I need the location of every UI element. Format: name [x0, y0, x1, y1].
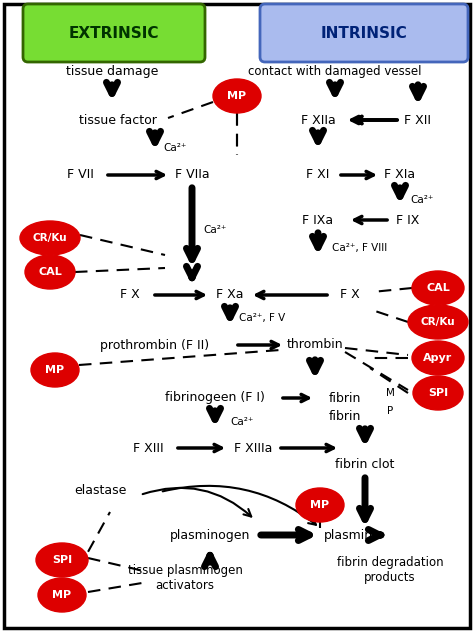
Text: MP: MP — [53, 590, 72, 600]
Text: Ca²⁺: Ca²⁺ — [230, 417, 254, 427]
Text: Apyr: Apyr — [423, 353, 453, 363]
Ellipse shape — [38, 578, 86, 612]
Text: F Xa: F Xa — [216, 288, 244, 301]
Text: MP: MP — [46, 365, 64, 375]
Text: F VII: F VII — [66, 169, 93, 181]
Text: F IXa: F IXa — [302, 214, 334, 226]
Text: CAL: CAL — [426, 283, 450, 293]
Text: tissue plasminogen
activators: tissue plasminogen activators — [128, 564, 242, 592]
Ellipse shape — [296, 488, 344, 522]
Text: INTRINSIC: INTRINSIC — [320, 25, 407, 40]
Ellipse shape — [413, 376, 463, 410]
Text: plasmin: plasmin — [323, 528, 373, 542]
Text: MP: MP — [310, 500, 329, 510]
Text: SPI: SPI — [428, 388, 448, 398]
Text: fibrin: fibrin — [329, 410, 361, 423]
Text: MP: MP — [228, 91, 246, 101]
Text: Ca²⁺: Ca²⁺ — [203, 225, 227, 235]
Text: fibrinogeen (F I): fibrinogeen (F I) — [165, 391, 265, 404]
Text: Ca²⁺, F VIII: Ca²⁺, F VIII — [332, 243, 388, 253]
Ellipse shape — [412, 271, 464, 305]
Text: F XIa: F XIa — [384, 169, 416, 181]
Text: F X: F X — [120, 288, 140, 301]
Text: Ca²⁺: Ca²⁺ — [410, 195, 434, 205]
Text: F XIIIa: F XIIIa — [234, 442, 272, 454]
Ellipse shape — [31, 353, 79, 387]
Text: M: M — [385, 388, 394, 398]
Ellipse shape — [20, 221, 80, 255]
Text: tissue factor: tissue factor — [79, 114, 157, 126]
Text: fibrin: fibrin — [329, 391, 361, 404]
FancyBboxPatch shape — [260, 4, 468, 62]
Text: EXTRINSIC: EXTRINSIC — [69, 25, 159, 40]
Text: CR/Ku: CR/Ku — [33, 233, 67, 243]
Text: fibrin degradation
products: fibrin degradation products — [337, 556, 443, 584]
Text: prothrombin (F II): prothrombin (F II) — [100, 339, 210, 351]
Text: CAL: CAL — [38, 267, 62, 277]
Ellipse shape — [408, 305, 468, 339]
FancyBboxPatch shape — [23, 4, 205, 62]
Text: F VIIa: F VIIa — [175, 169, 210, 181]
Text: plasminogen: plasminogen — [170, 528, 250, 542]
Text: F IX: F IX — [396, 214, 419, 226]
FancyArrowPatch shape — [163, 486, 316, 525]
Text: contact with damaged vessel: contact with damaged vessel — [248, 66, 422, 78]
Text: elastase: elastase — [74, 483, 126, 497]
Ellipse shape — [36, 543, 88, 577]
Text: P: P — [387, 406, 393, 416]
Ellipse shape — [213, 79, 261, 113]
Text: Ca²⁺: Ca²⁺ — [164, 143, 187, 153]
Text: Ca²⁺, F V: Ca²⁺, F V — [239, 313, 285, 323]
Ellipse shape — [25, 255, 75, 289]
Text: SPI: SPI — [52, 555, 72, 565]
Text: thrombin: thrombin — [287, 339, 343, 351]
Text: F XI: F XI — [306, 169, 330, 181]
Text: tissue damage: tissue damage — [66, 66, 158, 78]
Text: CR/Ku: CR/Ku — [421, 317, 456, 327]
Text: F XIIa: F XIIa — [301, 114, 336, 126]
Text: F XII: F XII — [404, 114, 431, 126]
Text: fibrin clot: fibrin clot — [335, 458, 395, 471]
FancyArrowPatch shape — [143, 488, 251, 516]
Text: F XIII: F XIII — [133, 442, 164, 454]
Text: F X: F X — [340, 288, 360, 301]
Ellipse shape — [412, 341, 464, 375]
